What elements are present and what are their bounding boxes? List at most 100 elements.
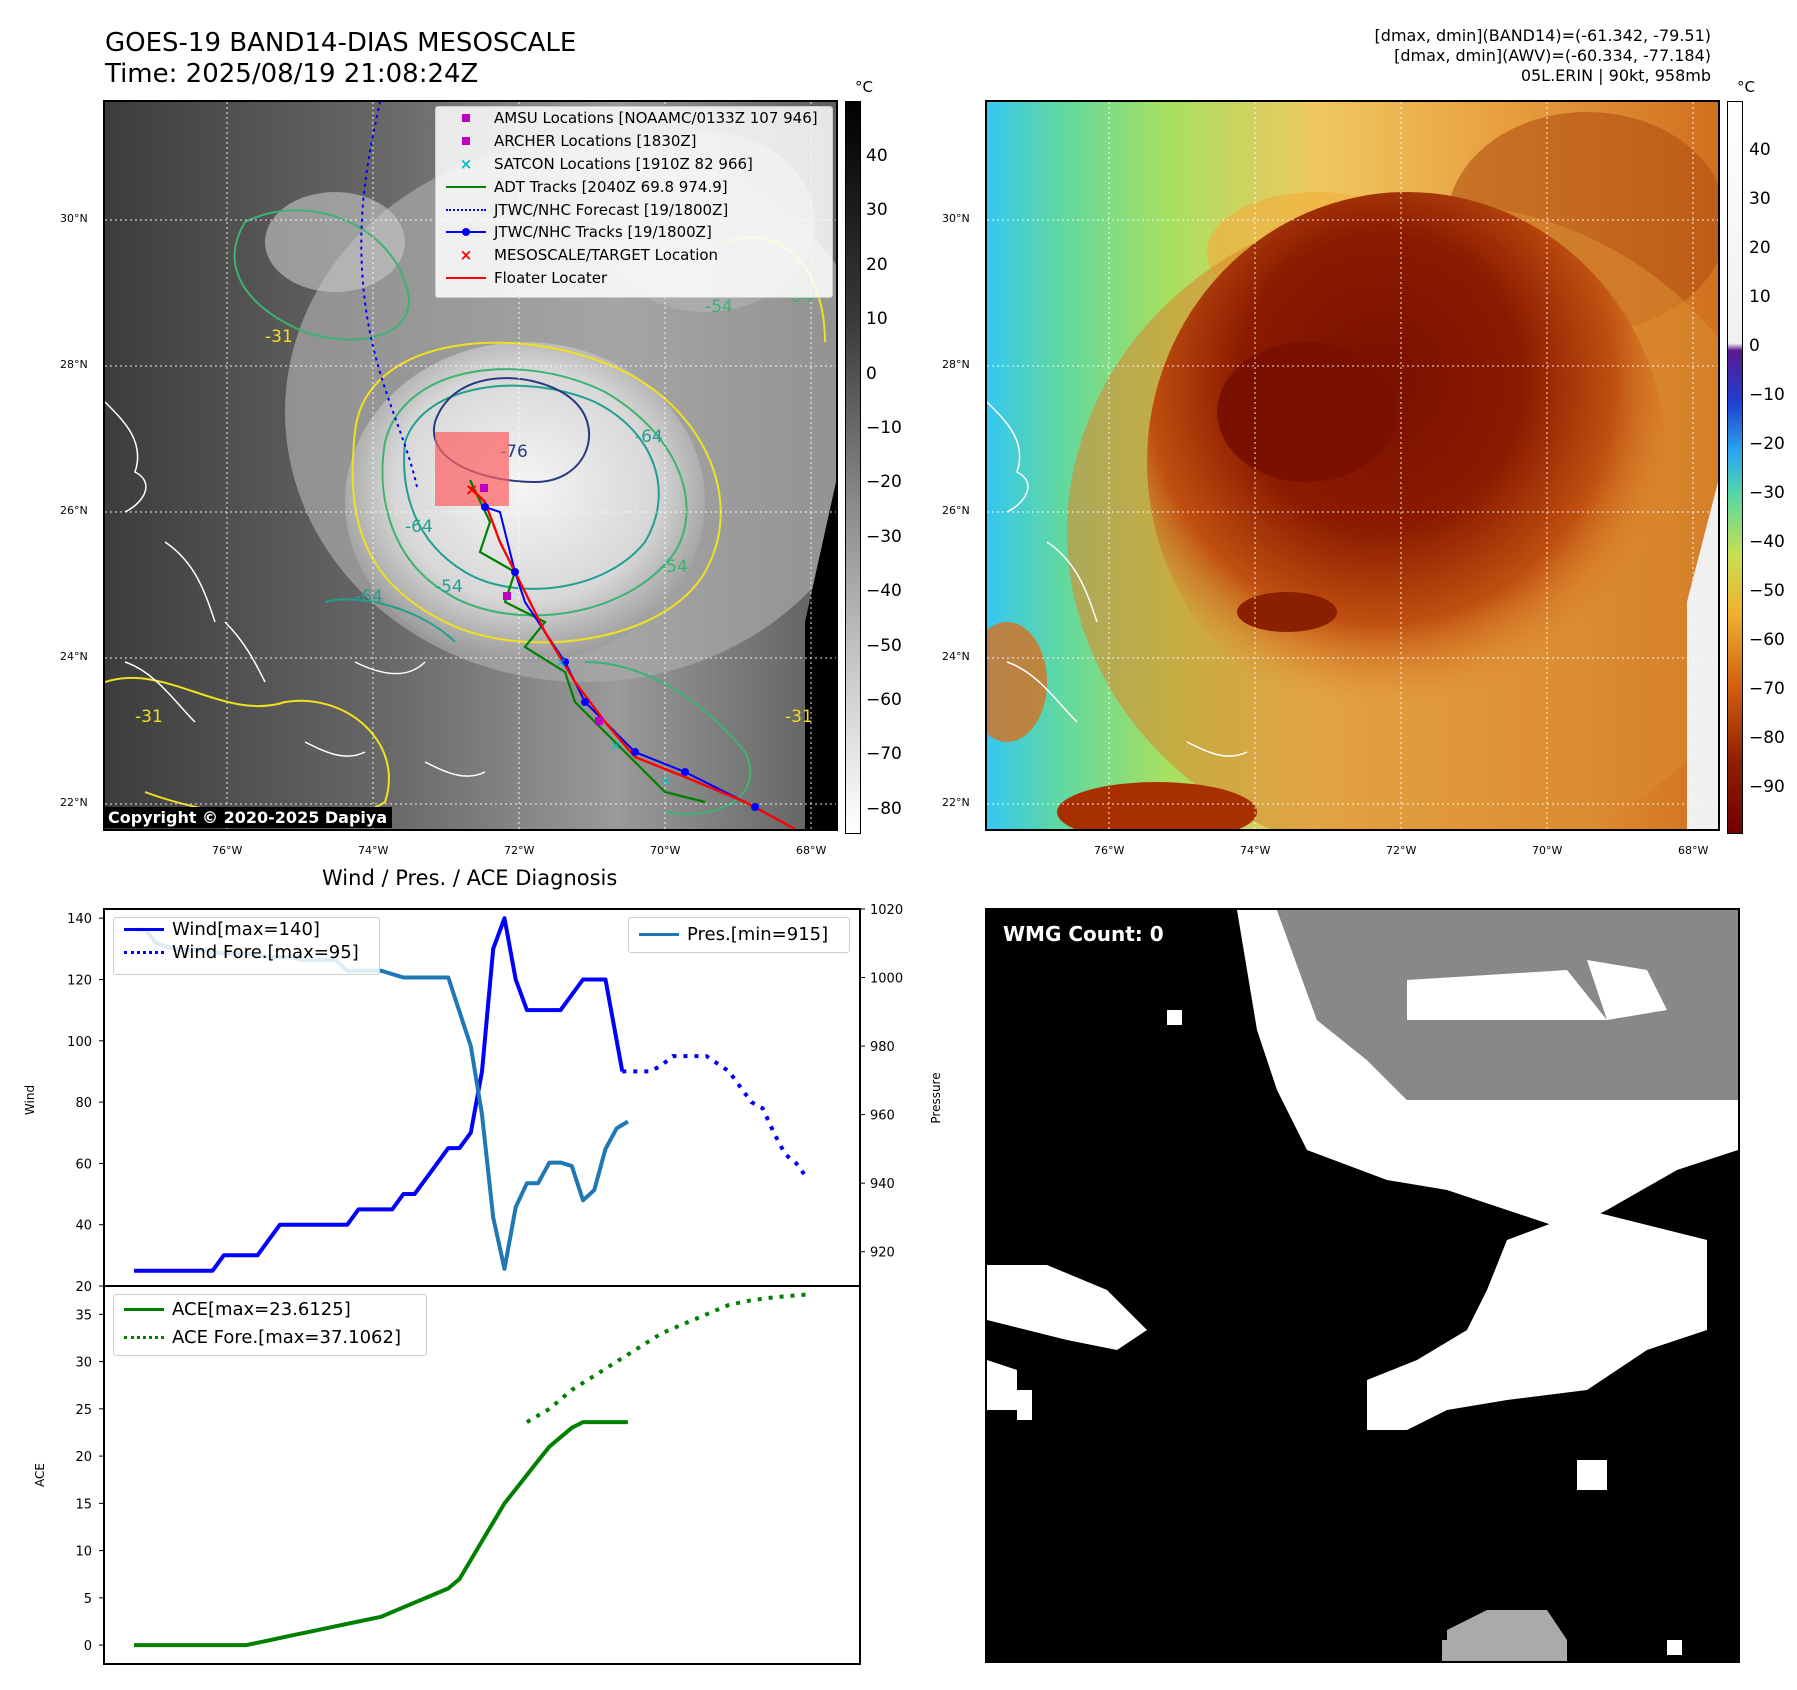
info-storm: 05L.ERIN | 90kt, 958mb <box>1520 66 1711 85</box>
ace-tick-label: 25 <box>75 1403 92 1418</box>
colorbar-tick: −80 <box>1749 728 1785 748</box>
colorbar-tick: −50 <box>1749 581 1785 601</box>
legend-item: ACE[max=23.6125] <box>114 1295 426 1323</box>
legend-item: Pres.[min=915] <box>629 918 849 950</box>
legend-item: × SATCON Locations [1910Z 82 966] <box>459 154 753 173</box>
wind-tick-label: 60 <box>75 1157 92 1172</box>
wind-axis-label: Wind <box>23 1085 37 1115</box>
pressure-tick-label: 1000 <box>870 972 903 987</box>
lon-label: 70°W <box>1532 844 1563 857</box>
colorbar-left-unit: °C <box>855 78 873 96</box>
pres-legend: Pres.[min=915] <box>628 917 850 953</box>
colorbar-tick: 40 <box>1749 140 1771 160</box>
pressure-tick-label: 1020 <box>870 903 903 918</box>
series-line-0 <box>134 916 625 1273</box>
lat-label: 22°N <box>942 796 970 809</box>
colorbar-tick: −10 <box>866 418 902 438</box>
lon-label: 70°W <box>650 844 681 857</box>
contour-label: -64 <box>355 587 383 607</box>
wmg-count-badge: WMG Count: 0 <box>995 919 1172 949</box>
colorbar-tick: 30 <box>1749 189 1771 209</box>
legend-item: JTWC/NHC Forecast [19/1800Z] <box>436 198 832 221</box>
pressure-tick-label: 940 <box>870 1177 895 1192</box>
colorbar-tick: 20 <box>1749 238 1771 258</box>
title-time: Time: 2025/08/19 21:08:24Z <box>105 59 479 89</box>
ace-tick-label: 15 <box>75 1497 92 1512</box>
svg-text:×: × <box>555 655 567 671</box>
lat-label: 28°N <box>60 358 88 371</box>
contour-label: -54 <box>705 297 733 317</box>
colorbar-left <box>845 101 861 834</box>
series-line-1 <box>622 1054 810 1180</box>
colorbar-tick: 40 <box>866 146 888 166</box>
ace-tick-label: 30 <box>75 1356 92 1371</box>
ir-map-panel: -76 -64 -64 -54 -54 -54 -64 -31 -31 -31 … <box>103 100 838 831</box>
legend-item: Wind[max=140] <box>114 918 379 941</box>
lat-label: 24°N <box>60 650 88 663</box>
title-satellite: GOES-19 BAND14-DIAS MESOSCALE <box>105 28 577 58</box>
colorbar-tick: −80 <box>866 798 902 819</box>
legend-item: ADT Tracks [2040Z 69.8 974.9] <box>436 175 832 198</box>
copyright-label: Copyright © 2020-2025 Dapiya <box>103 807 393 828</box>
colorbar-tick: 20 <box>866 254 888 275</box>
diagnosis-chart: 2040608010012014092094096098010001020Win… <box>23 903 943 1665</box>
legend-item: ACE Fore.[max=37.1062] <box>114 1323 426 1351</box>
colorbar-tick: −70 <box>1749 679 1785 699</box>
colorbar-tick: −50 <box>866 635 902 656</box>
ace-tick-label: 0 <box>84 1639 92 1654</box>
ace-tick-label: 35 <box>75 1308 92 1323</box>
wind-tick-label: 120 <box>67 973 92 988</box>
storm-info: [dmax, dmin](BAND14)=(-61.342, -79.51) [… <box>1375 26 1711 86</box>
forecast-track <box>360 102 418 488</box>
contour-label: -54 <box>435 577 463 597</box>
colorbar-right <box>1727 101 1743 834</box>
colorbar-tick: 0 <box>866 363 877 384</box>
legend-item: AMSU Locations [NOAAMC/0133Z 107 946] <box>436 107 832 130</box>
colorbar-tick: 0 <box>1749 336 1760 356</box>
main-title: GOES-19 BAND14-DIAS MESOSCALE Time: 2025… <box>105 28 576 90</box>
colorbar-tick: −20 <box>866 472 902 493</box>
floater-track <box>469 486 796 829</box>
lon-label: 76°W <box>1094 844 1125 857</box>
svg-text:×: × <box>660 773 672 789</box>
legend-item: Wind Fore.[max=95] <box>114 941 379 964</box>
lat-label: 26°N <box>60 504 88 517</box>
map-legend: AMSU Locations [NOAAMC/0133Z 107 946] AR… <box>435 106 833 298</box>
lon-label: 74°W <box>1240 844 1271 857</box>
wind-legend: Wind[max=140] Wind Fore.[max=95] <box>113 917 380 975</box>
colorbar-tick: 10 <box>866 309 888 330</box>
colorbar-tick: −70 <box>866 744 902 765</box>
lon-label: 72°W <box>1386 844 1417 857</box>
info-awv: [dmax, dmin](AWV)=(-60.334, -77.184) <box>1394 46 1711 65</box>
awv-map <box>987 102 1718 829</box>
lat-label: 24°N <box>942 650 970 663</box>
lon-label: 72°W <box>504 844 535 857</box>
lat-label: 26°N <box>942 504 970 517</box>
contour-label: -31 <box>265 327 293 347</box>
wind-tick-label: 20 <box>75 1280 92 1295</box>
svg-text:×: × <box>610 738 622 754</box>
legend-item: Floater Locater <box>436 267 832 290</box>
legend-item: JTWC/NHC Tracks [19/1800Z] <box>436 221 832 244</box>
pressure-tick-label: 980 <box>870 1040 895 1055</box>
colorbar-tick: −60 <box>1749 630 1785 650</box>
colorbar-tick: 30 <box>866 200 888 221</box>
lat-label: 28°N <box>942 358 970 371</box>
wind-tick-label: 40 <box>75 1219 92 1234</box>
colorbar-tick: −40 <box>1749 532 1785 552</box>
adt-track <box>469 479 706 804</box>
pressure-tick-label: 920 <box>870 1246 895 1261</box>
lon-label: 68°W <box>1678 844 1709 857</box>
lon-label: 68°W <box>796 844 827 857</box>
colorbar-tick: −30 <box>1749 483 1785 503</box>
wind-tick-label: 100 <box>67 1035 92 1050</box>
lat-label: 30°N <box>60 212 88 225</box>
colorbar-tick: −40 <box>866 581 902 602</box>
lon-label: 74°W <box>358 844 389 857</box>
colorbar-tick: −20 <box>1749 434 1785 454</box>
contour-label: -31 <box>135 707 163 727</box>
colorbar-tick: 10 <box>1749 287 1771 307</box>
colorbar-right-unit: °C <box>1737 78 1755 96</box>
lat-label: 30°N <box>942 212 970 225</box>
pressure-tick-label: 960 <box>870 1109 895 1124</box>
